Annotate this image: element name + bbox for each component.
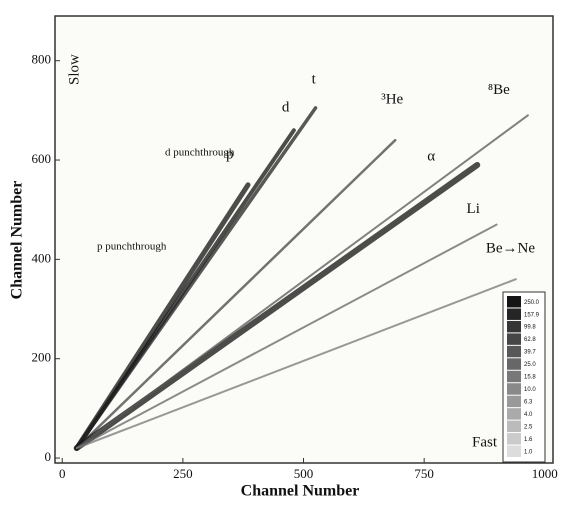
colorbar-swatch (507, 370, 521, 383)
colorbar-label: 6.3 (524, 400, 533, 406)
y-tick-label: 400 (32, 250, 52, 265)
colorbar-swatch (507, 320, 521, 333)
annotation: p punchthrough (97, 241, 167, 253)
colorbar-label: 1.0 (524, 449, 533, 455)
colorbar-swatch (507, 433, 521, 445)
band-label: Be→Ne (486, 241, 535, 257)
colorbar-swatch (507, 395, 521, 408)
x-tick-label: 1000 (532, 466, 558, 481)
colorbar-label: 25.0 (524, 362, 536, 368)
colorbar-swatch (507, 296, 521, 308)
y-tick-label: 0 (45, 449, 52, 464)
colorbar-label: 157.9 (524, 312, 540, 318)
x-tick-label: 750 (414, 466, 434, 481)
y-axis-label: Channel Number (9, 181, 26, 300)
colorbar-swatch (507, 445, 521, 457)
band-label: ³He (381, 92, 403, 108)
annotation: Slow (66, 54, 82, 85)
x-tick-label: 250 (173, 466, 193, 481)
band-label: p (226, 146, 234, 162)
band-label: ⁸Be (488, 82, 510, 98)
annotation: d punchthrough (165, 147, 235, 159)
colorbar-label: 62.8 (524, 337, 536, 343)
colorbar-swatch (507, 308, 521, 320)
x-tick-label: 0 (59, 466, 66, 481)
x-tick-label: 500 (294, 466, 314, 481)
y-tick-label: 800 (32, 52, 52, 67)
colorbar-label: 10.0 (524, 387, 536, 393)
particle-band (75, 114, 529, 450)
colorbar-swatch (507, 408, 521, 420)
colorbar-swatch (507, 333, 521, 345)
annotation: Fast (472, 434, 498, 450)
y-tick-label: 600 (32, 151, 52, 166)
colorbar-swatch (507, 345, 521, 358)
colorbar-label: 15.8 (524, 375, 536, 381)
colorbar-swatch (507, 358, 521, 370)
particle-band (75, 138, 397, 450)
band-label: Li (467, 201, 480, 217)
colorbar-label: 39.7 (524, 350, 536, 356)
colorbar-swatch (507, 383, 521, 395)
colorbar-label: 2.5 (524, 424, 533, 430)
band-label: α (427, 148, 435, 164)
colorbar-label: 1.6 (524, 437, 533, 443)
particle-band (73, 162, 481, 452)
particle-band (75, 278, 517, 450)
particle-band (75, 223, 498, 450)
band-label: t (312, 71, 317, 87)
band-label: d (282, 100, 290, 116)
colorbar-label: 250.0 (524, 300, 540, 306)
colorbar-swatch (507, 420, 521, 433)
colorbar-label: 99.8 (524, 325, 536, 331)
particle-band (74, 106, 318, 450)
y-tick-label: 200 (32, 350, 52, 365)
x-axis-label: Channel Number (241, 483, 360, 500)
colorbar-label: 4.0 (524, 412, 533, 418)
